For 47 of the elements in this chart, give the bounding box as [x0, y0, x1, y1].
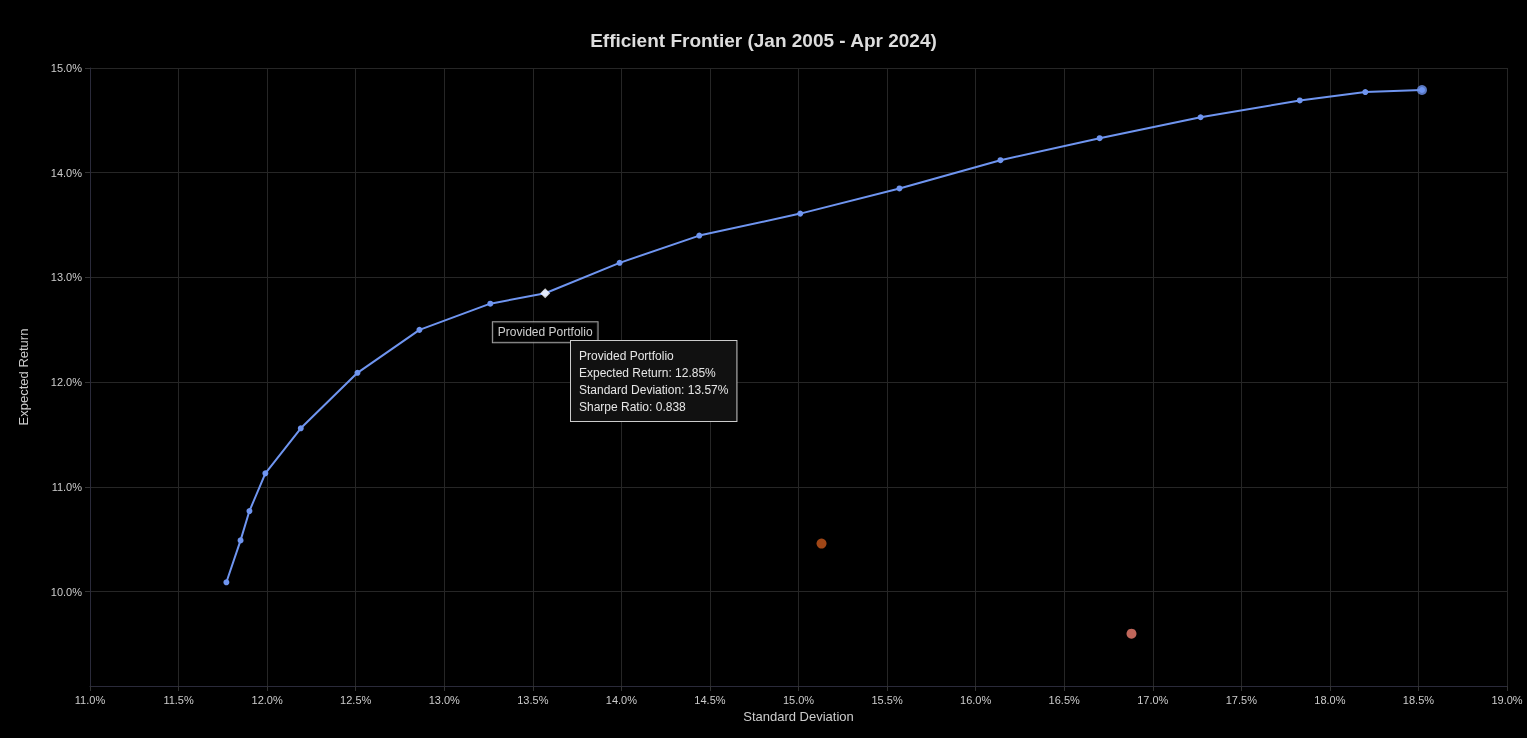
x-tick-label: 18.5%: [1402, 693, 1435, 706]
y-tick-label: 14.0%: [50, 166, 83, 179]
point: [696, 232, 703, 239]
x-tick-label: 14.5%: [694, 693, 726, 706]
x-tick-label: 18.0%: [1314, 693, 1346, 706]
x-tick-label: 17.5%: [1225, 693, 1258, 706]
x-tick-label: 12.0%: [251, 693, 283, 706]
point: [487, 300, 494, 307]
x-tick-label: 14.0%: [605, 693, 638, 706]
y-tick-label: 11.0%: [51, 480, 83, 493]
point: [1126, 628, 1137, 639]
point: [246, 508, 253, 515]
y-tick-label: 10.0%: [50, 585, 83, 598]
x-tick-label: 15.5%: [871, 693, 903, 706]
x-tick-label: 15.0%: [782, 693, 815, 706]
x-tick-label: 13.0%: [428, 693, 461, 706]
point: [297, 425, 304, 432]
annotation: Provided Portfolio Expected Return: 12.85% Standard Deviation: 13.57% Sharpe Ratio: 0.838: [579, 348, 729, 414]
point: [896, 185, 903, 192]
x-tick-label: 16.0%: [960, 693, 992, 706]
x-tick-label: 16.5%: [1048, 693, 1080, 706]
y-tick-label: 12.0%: [50, 376, 83, 389]
point: [997, 157, 1004, 164]
point: [797, 210, 804, 217]
x-tick-label: 11.5%: [163, 693, 194, 706]
point: [616, 259, 623, 266]
point: [237, 537, 244, 544]
x-tick-label: 12.5%: [340, 693, 372, 706]
text: Provided Portfolio: [497, 325, 593, 340]
chart-title: Efficient Frontier (Jan 2005 - Apr 2024): [590, 30, 937, 51]
y-tick-label: 15.0%: [50, 62, 83, 74]
x-tick-label: 17.0%: [1137, 693, 1169, 706]
y-tick-label: 13.0%: [50, 271, 83, 284]
point: [416, 326, 423, 333]
y-axis-title: Expected Return: [16, 328, 31, 426]
point: [1197, 114, 1204, 121]
x-tick-label: 13.5%: [517, 693, 549, 706]
point: [1362, 89, 1369, 96]
x-tick-label: 19.0%: [1491, 693, 1523, 706]
point: [262, 470, 269, 477]
point: [1096, 135, 1103, 142]
x-tick-label: 11.0%: [74, 693, 106, 706]
point: [223, 579, 230, 586]
point: [816, 538, 827, 549]
x-axis-title: Standard Deviation: [743, 708, 854, 724]
point: [354, 369, 361, 376]
point: [1296, 97, 1303, 104]
